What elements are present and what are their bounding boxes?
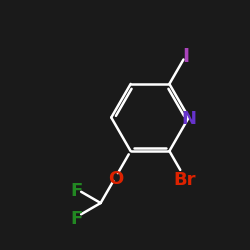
Text: Br: Br bbox=[174, 171, 196, 189]
Text: F: F bbox=[71, 210, 83, 228]
Text: O: O bbox=[108, 170, 123, 188]
Text: F: F bbox=[71, 182, 83, 200]
Text: I: I bbox=[183, 47, 190, 66]
Text: N: N bbox=[181, 110, 196, 128]
